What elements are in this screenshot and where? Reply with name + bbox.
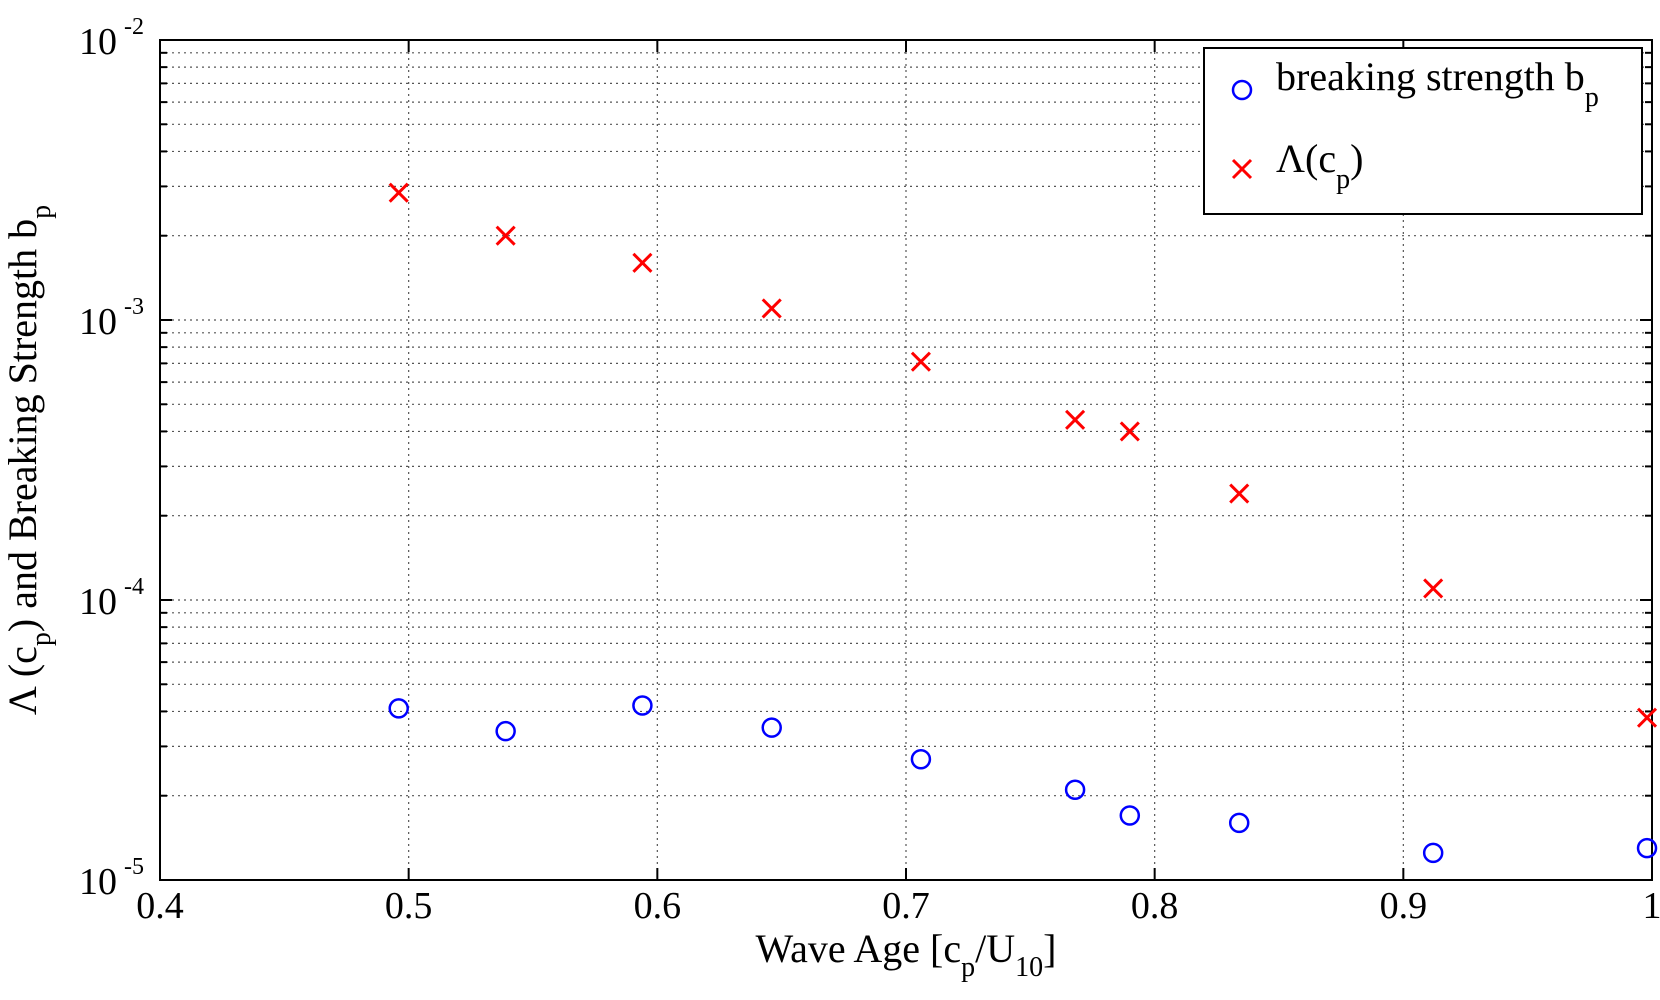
cross-stroke [910, 351, 931, 372]
cross-stroke [632, 252, 653, 273]
data-point-cross [1119, 421, 1140, 442]
data-point-cross [632, 252, 653, 273]
x-tick-label: 0.6 [634, 885, 682, 927]
x-tick-label: 0.9 [1380, 885, 1428, 927]
x-tick-label: 1 [1643, 885, 1660, 927]
data-point-cross [910, 351, 931, 372]
x-tick-label: 0.5 [385, 885, 433, 927]
legend-cross-icon [1231, 158, 1253, 180]
cross-stroke [761, 298, 782, 319]
y-tick-label-exponent: -5 [124, 854, 144, 880]
data-point-circle [1422, 842, 1444, 864]
data-point-circle [910, 748, 932, 770]
legend-marker-circle [1231, 79, 1253, 101]
data-point-cross [495, 225, 516, 246]
axis-tick-marks [159, 39, 1653, 881]
cross-stroke [495, 225, 516, 246]
y-tick-label: 10 [79, 581, 117, 623]
cross-stroke [1119, 421, 1140, 442]
x-tick-label: 0.4 [136, 885, 184, 927]
data-point-circle [761, 717, 782, 738]
y-tick-label: 10 [79, 301, 117, 343]
data-point-circle [388, 698, 409, 719]
data-point-circle [1119, 805, 1141, 826]
y-axis-label: Λ (cp) and Breaking Strength bp [0, 205, 57, 715]
cross-stroke [388, 182, 409, 203]
data-point-circle [1064, 779, 1086, 801]
data-marks [388, 182, 1658, 864]
y-axis-tick-labels: 10 -5 10 -4 10 -3 10 -2 [79, 14, 144, 903]
legend-entry-lambda: Λ(cp) [1276, 136, 1363, 195]
y-tick-label: 10 [79, 861, 117, 903]
cross-stroke [1423, 578, 1444, 599]
legend: breaking strength bp Λ(cp) [1203, 47, 1643, 215]
data-point-circle [1636, 837, 1658, 859]
data-point-cross [1423, 578, 1444, 599]
x-tick-label: 0.7 [882, 885, 930, 927]
y-tick-label: 10 [79, 21, 117, 63]
data-point-circle [495, 720, 516, 742]
y-tick-label-exponent: -2 [124, 14, 144, 40]
cross-stroke [1229, 483, 1250, 504]
cross-stroke [1231, 158, 1253, 180]
data-point-cross [761, 298, 782, 319]
data-point-cross [1636, 707, 1658, 728]
cross-stroke [1065, 409, 1086, 430]
cross-stroke [1636, 707, 1658, 728]
legend-marker-x [1231, 158, 1253, 180]
legend-circle-icon [1231, 79, 1253, 101]
x-axis-tick-labels: 0.4 0.5 0.6 0.7 0.8 0.9 1 [136, 885, 1660, 927]
data-point-cross [388, 182, 409, 203]
data-point-cross [1065, 409, 1086, 430]
data-point-cross [1229, 483, 1250, 504]
y-tick-label-exponent: -3 [124, 294, 144, 320]
legend-box [1203, 47, 1643, 215]
x-axis-label: Wave Age [cp/U10] [756, 926, 1057, 983]
legend-entry-breaking-strength: breaking strength bp [1276, 54, 1599, 113]
data-point-circle [632, 695, 653, 716]
x-tick-label: 0.8 [1131, 885, 1179, 927]
y-tick-label-exponent: -4 [124, 574, 144, 600]
data-point-circle [1228, 812, 1250, 834]
